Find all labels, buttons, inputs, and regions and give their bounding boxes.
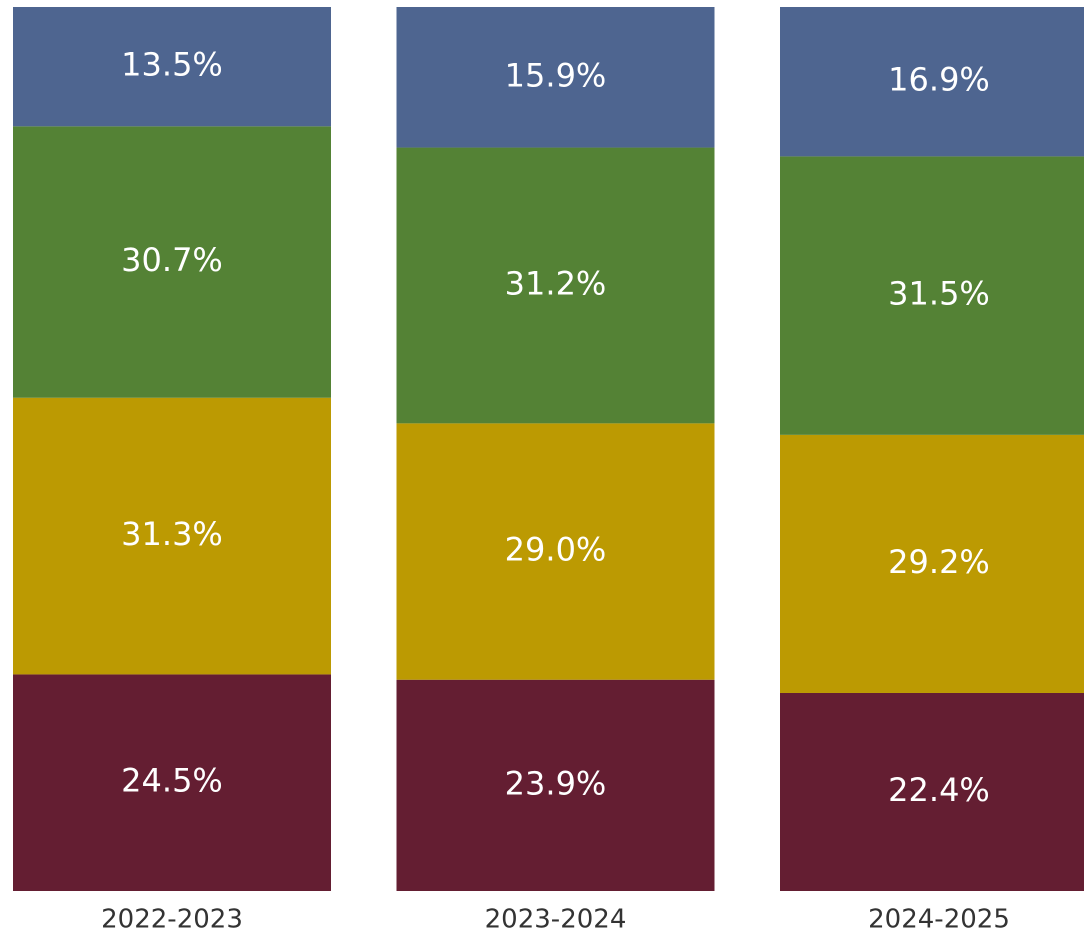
x-tick-label: 2022-2023 bbox=[101, 905, 243, 935]
bar-segment bbox=[396, 147, 715, 424]
bar-segment bbox=[780, 7, 1084, 157]
bar-segment bbox=[780, 156, 1084, 435]
data-label: 31.5% bbox=[888, 275, 990, 313]
data-label: 15.9% bbox=[505, 56, 607, 94]
bar-segment bbox=[396, 423, 715, 680]
data-label: 29.0% bbox=[505, 531, 607, 569]
bar-segment bbox=[780, 434, 1084, 693]
data-label: 30.7% bbox=[121, 241, 223, 279]
x-tick-label: 2023-2024 bbox=[485, 905, 627, 935]
bar-segment bbox=[396, 7, 715, 148]
data-label: 31.3% bbox=[121, 515, 223, 553]
bar-segment bbox=[780, 692, 1084, 891]
data-label: 29.2% bbox=[888, 543, 990, 581]
data-label: 13.5% bbox=[121, 46, 223, 84]
x-tick-label: 2024-2025 bbox=[868, 905, 1010, 935]
bar-segment bbox=[13, 674, 331, 891]
data-label: 22.4% bbox=[888, 771, 990, 809]
bar-segment bbox=[13, 397, 331, 675]
data-label: 23.9% bbox=[505, 764, 607, 802]
bar-segment bbox=[13, 126, 331, 398]
bar-segment bbox=[396, 679, 715, 891]
data-label: 16.9% bbox=[888, 61, 990, 99]
bar-segment bbox=[13, 7, 331, 127]
data-label: 31.2% bbox=[505, 264, 607, 302]
data-label: 24.5% bbox=[121, 762, 223, 800]
